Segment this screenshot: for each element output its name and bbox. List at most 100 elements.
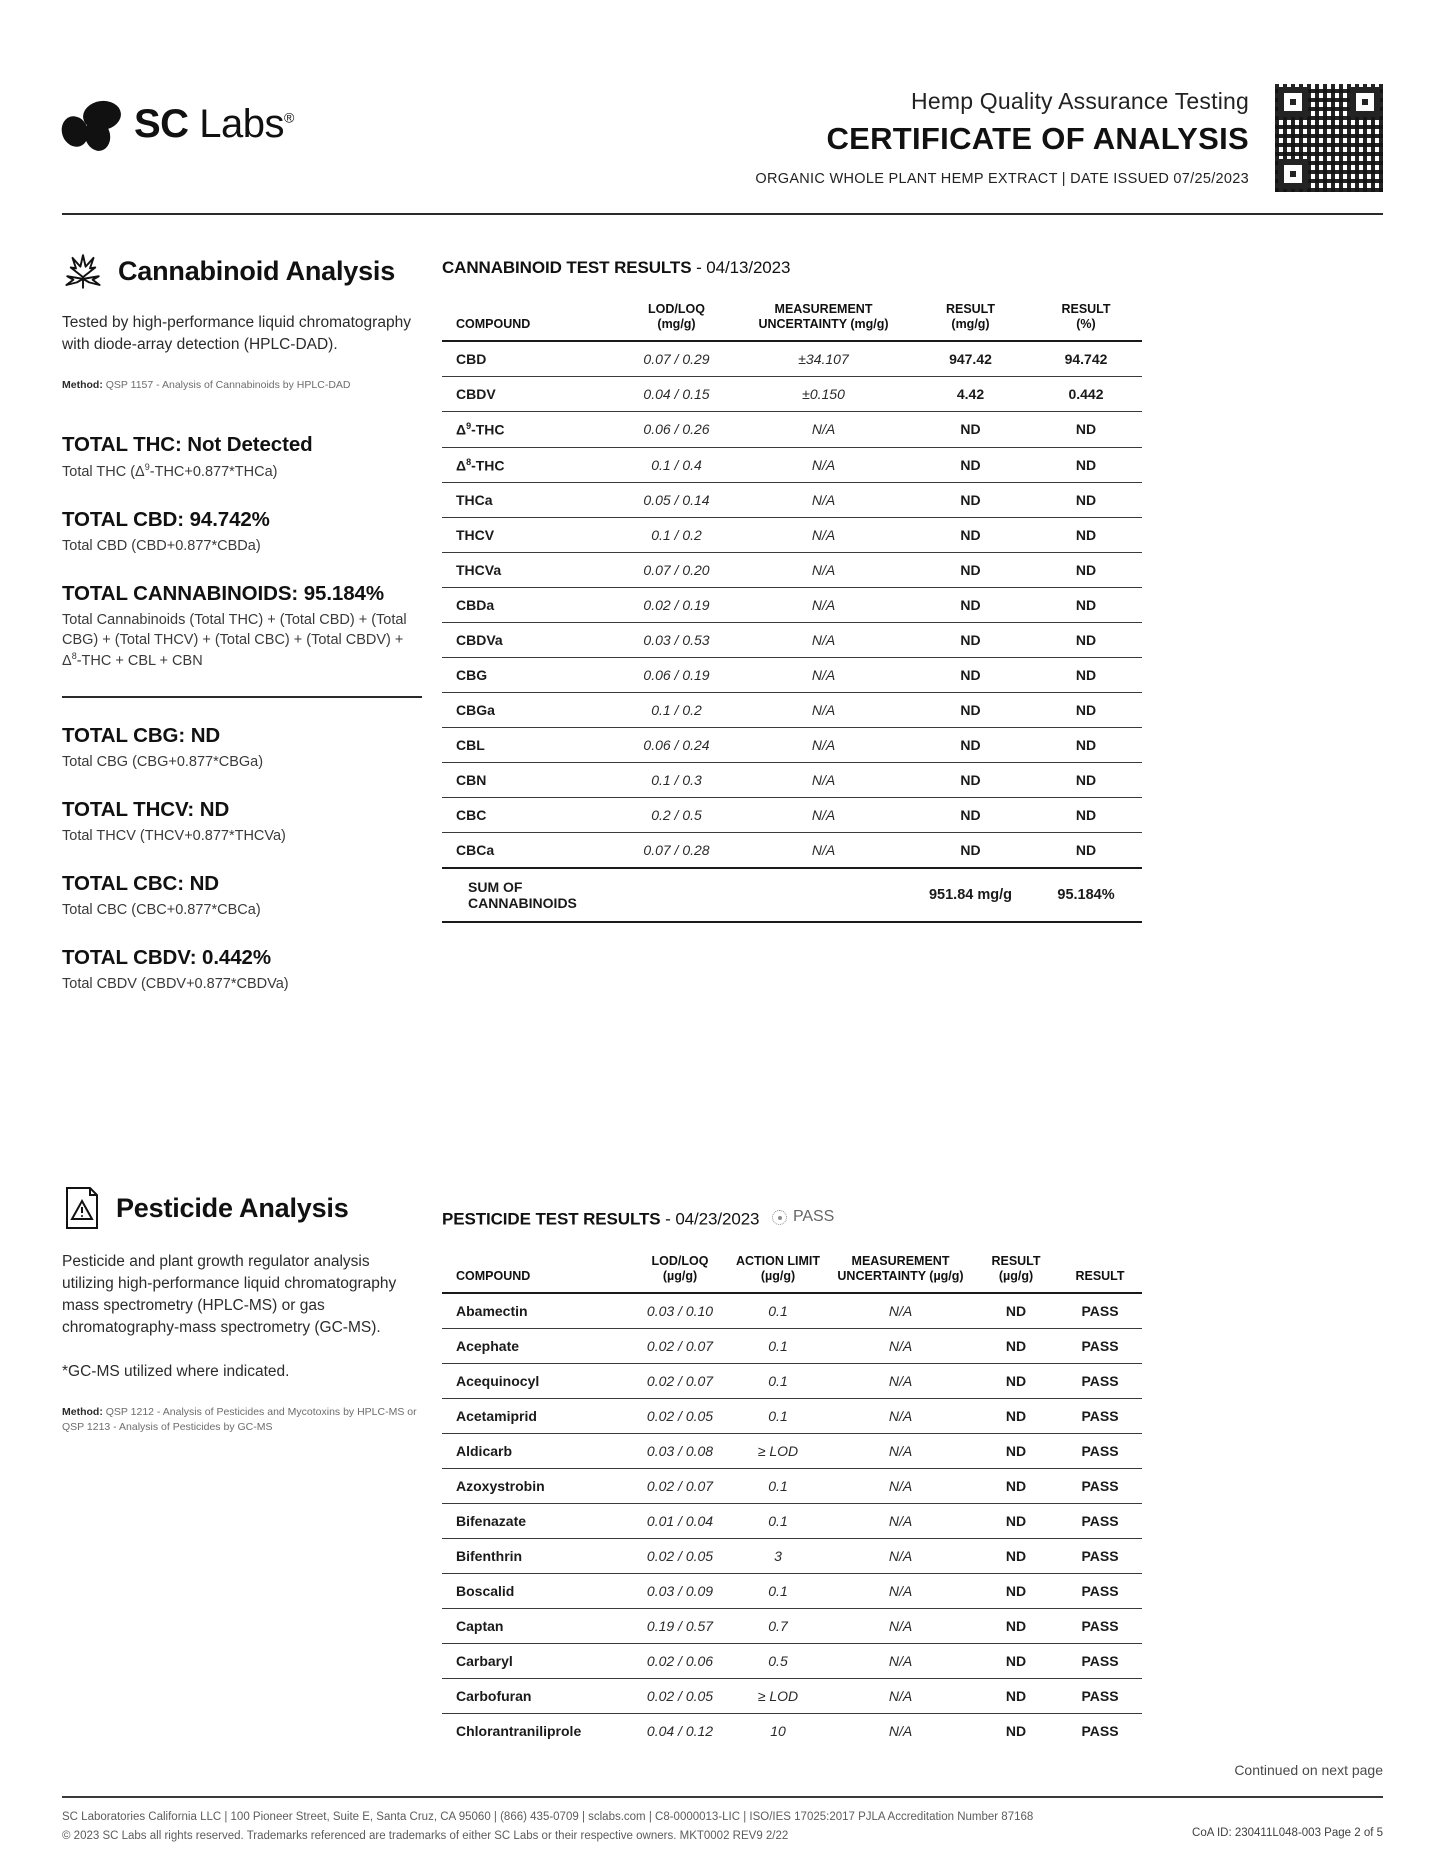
cell-result: ND xyxy=(974,1677,1058,1713)
cell-lodloq: 0.2 / 0.5 xyxy=(617,797,736,833)
cell-lodloq: 0.02 / 0.06 xyxy=(631,1642,729,1678)
table-row: Bifenthrin 0.02 / 0.05 3 N/A ND PASS xyxy=(442,1537,1142,1573)
cell-uncertainty: N/A xyxy=(827,1642,974,1678)
cell-uncertainty: ±34.107 xyxy=(736,340,911,377)
cell-result: ND xyxy=(974,1291,1058,1328)
cell-action-limit: 0.1 xyxy=(729,1572,827,1608)
cell-lodloq: 0.07 / 0.28 xyxy=(617,832,736,869)
cell-lodloq: 0.07 / 0.20 xyxy=(617,552,736,588)
cell-lodloq: 0.02 / 0.05 xyxy=(631,1397,729,1433)
table-row: Aldicarb 0.03 / 0.08 ≥ LOD N/A ND PASS xyxy=(442,1432,1142,1468)
pesticide-note: *GC-MS utilized where indicated. xyxy=(62,1363,290,1380)
cell-compound: Δ8-THC xyxy=(442,446,617,483)
cell-result-mgg: ND xyxy=(911,797,1030,833)
page-header: SC Labs® Hemp Quality Assurance Testing … xyxy=(0,78,1445,213)
cell-result-pct: ND xyxy=(1030,517,1142,553)
cell-result: ND xyxy=(974,1327,1058,1363)
footer-address-block: SC Laboratories California LLC | 100 Pio… xyxy=(62,1808,1033,1847)
cell-result: ND xyxy=(974,1502,1058,1538)
registered-mark: ® xyxy=(283,109,294,126)
qr-code-icon[interactable] xyxy=(1275,84,1383,192)
cell-lodloq: 0.1 / 0.3 xyxy=(617,762,736,798)
pesticide-table-caption: PESTICIDE TEST RESULTS - 04/23/2023 PASS xyxy=(442,1208,1142,1230)
col-lodloq: LOD/LOQ (mg/g) xyxy=(648,302,705,331)
cell-action-limit: 0.7 xyxy=(729,1607,827,1643)
cell-uncertainty: N/A xyxy=(736,411,911,448)
table-row: CBDV 0.04 / 0.15 ±0.150 4.42 0.442 xyxy=(442,376,1142,412)
cell-result-pct: ND xyxy=(1030,552,1142,588)
pesticide-table-date: - 04/23/2023 xyxy=(665,1209,760,1229)
cell-compound: CBL xyxy=(442,727,617,763)
cell-result-mgg: ND xyxy=(911,657,1030,693)
cell-compound: Azoxystrobin xyxy=(442,1467,631,1503)
pesticide-table-header-row: COMPOUND LOD/LOQ (µg/g) ACTION LIMIT (µg… xyxy=(442,1254,1142,1293)
brand-labs: Labs xyxy=(199,101,284,146)
cell-status: PASS xyxy=(1058,1712,1142,1748)
footer-divider xyxy=(62,1796,1383,1798)
cannabinoid-table-date: - 04/13/2023 xyxy=(696,258,791,277)
cell-uncertainty: N/A xyxy=(827,1572,974,1608)
cell-compound: Carbofuran xyxy=(442,1677,631,1713)
cell-compound: Acephate xyxy=(442,1327,631,1363)
cell-result-mgg: ND xyxy=(911,832,1030,869)
footer-coa-id: CoA ID: 230411L048-003 Page 2 of 5 xyxy=(1192,1826,1383,1839)
total-thcv-sub: Total THCV (THCV+0.877*THCVa) xyxy=(62,828,286,845)
pesticide-status-text: PASS xyxy=(793,1208,835,1225)
table-row: CBL 0.06 / 0.24 N/A ND ND xyxy=(442,727,1142,763)
cell-status: PASS xyxy=(1058,1677,1142,1713)
cell-compound: Acetamiprid xyxy=(442,1397,631,1433)
cell-uncertainty: N/A xyxy=(827,1432,974,1468)
cell-uncertainty: N/A xyxy=(736,692,911,728)
col-compound: COMPOUND xyxy=(456,317,531,331)
header-subtitle: ORGANIC WHOLE PLANT HEMP EXTRACT | DATE … xyxy=(755,171,1249,187)
cell-result-pct: 0.442 xyxy=(1030,376,1142,412)
table-row: Δ9-THC 0.06 / 0.26 N/A ND ND xyxy=(442,411,1142,448)
cell-lodloq: 0.02 / 0.19 xyxy=(617,587,736,623)
cell-uncertainty: N/A xyxy=(736,482,911,518)
cell-lodloq: 0.1 / 0.2 xyxy=(617,517,736,553)
cell-result-pct: ND xyxy=(1030,762,1142,798)
cannabinoid-method-label: Method: xyxy=(62,379,103,391)
cell-result-mgg: ND xyxy=(911,411,1030,448)
table-row: Carbaryl 0.02 / 0.06 0.5 N/A ND PASS xyxy=(442,1642,1142,1678)
cell-result-mgg: ND xyxy=(911,762,1030,798)
cell-lodloq: 0.06 / 0.19 xyxy=(617,657,736,693)
cell-lodloq: 0.03 / 0.08 xyxy=(631,1432,729,1468)
cell-compound: Abamectin xyxy=(442,1291,631,1328)
footer-line-1: SC Laboratories California LLC | 100 Pio… xyxy=(62,1810,1034,1823)
pesticide-method: Method: QSP 1212 - Analysis of Pesticide… xyxy=(62,1405,422,1434)
table-row: THCV 0.1 / 0.2 N/A ND ND xyxy=(442,517,1142,553)
pesticide-table: COMPOUND LOD/LOQ (µg/g) ACTION LIMIT (µg… xyxy=(442,1254,1142,1748)
header-tagline: Hemp Quality Assurance Testing xyxy=(911,88,1249,114)
cell-uncertainty: ±0.150 xyxy=(736,376,911,412)
cell-result-mgg: ND xyxy=(911,587,1030,623)
cell-action-limit: 0.1 xyxy=(729,1502,827,1538)
cell-compound: Aldicarb xyxy=(442,1432,631,1468)
footer-line-2: © 2023 SC Labs all rights reserved. Trad… xyxy=(62,1830,789,1843)
col-result-mgg: RESULT (mg/g) xyxy=(945,302,996,331)
cell-uncertainty: N/A xyxy=(736,446,911,483)
continued-note: Continued on next page xyxy=(1234,1762,1383,1778)
cell-uncertainty: N/A xyxy=(736,727,911,763)
cell-compound: THCV xyxy=(442,517,617,553)
cell-compound: Bifenthrin xyxy=(442,1537,631,1573)
cell-lodloq: 0.06 / 0.24 xyxy=(617,727,736,763)
pesticide-description: Pesticide and plant growth regulator ana… xyxy=(62,1253,397,1336)
cell-action-limit: ≥ LOD xyxy=(729,1677,827,1713)
total-cbdv-head: TOTAL CBDV: 0.442% xyxy=(62,946,271,970)
cell-uncertainty: N/A xyxy=(736,797,911,833)
cell-compound: THCa xyxy=(442,482,617,518)
cell-result-mgg: ND xyxy=(911,446,1030,483)
col-result-status: RESULT xyxy=(1075,1268,1125,1283)
cell-lodloq: 0.19 / 0.57 xyxy=(631,1607,729,1643)
table-row: Azoxystrobin 0.02 / 0.07 0.1 N/A ND PASS xyxy=(442,1467,1142,1503)
total-cbdv-sub: Total CBDV (CBDV+0.877*CBDVa) xyxy=(62,976,289,993)
cell-result-mgg: 4.42 xyxy=(911,376,1030,412)
cell-result-pct: ND xyxy=(1030,411,1142,448)
table-row: CBC 0.2 / 0.5 N/A ND ND xyxy=(442,797,1142,833)
cell-status: PASS xyxy=(1058,1362,1142,1398)
cell-lodloq: 0.02 / 0.05 xyxy=(631,1537,729,1573)
cell-action-limit: ≥ LOD xyxy=(729,1432,827,1468)
totals-divider xyxy=(62,696,422,699)
page-footer: SC Laboratories California LLC | 100 Pio… xyxy=(62,1796,1383,1847)
